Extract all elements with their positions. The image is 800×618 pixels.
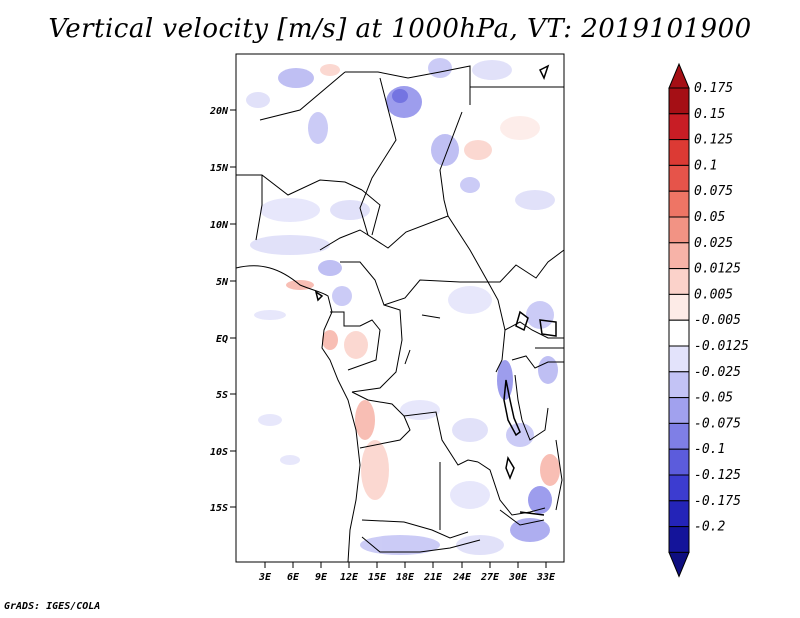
colorbar-label: 0.125 — [694, 133, 733, 148]
colorbar-label: -0.0125 — [694, 339, 749, 354]
colorbar-segment — [668, 164, 690, 192]
colorbar-segment — [668, 242, 690, 270]
colorbar-label: 0.0125 — [694, 262, 741, 277]
lon-label: 21E — [423, 572, 443, 583]
colorbar-segment — [668, 216, 690, 244]
colorbar-label: -0.05 — [694, 391, 733, 406]
lon-label: 6E — [287, 572, 300, 583]
colorbar-top-arrow — [668, 62, 690, 89]
lat-label: 10S — [210, 447, 228, 458]
colorbar-label: -0.005 — [694, 313, 741, 328]
colorbar-segment — [668, 293, 690, 321]
lon-axis — [264, 562, 547, 568]
lat-label: 5N — [216, 277, 229, 288]
map-panel — [235, 53, 565, 563]
lon-label: 15E — [368, 572, 387, 583]
lon-label: 30E — [508, 572, 528, 583]
colorbar-segment — [668, 526, 690, 553]
lon-label: 3E — [258, 572, 272, 583]
plot-title: Vertical velocity [m/s] at 1000hPa, VT: … — [48, 14, 752, 44]
colorbar-segment — [668, 474, 690, 502]
lat-label: EQ — [216, 334, 228, 345]
lon-label: 24E — [452, 572, 472, 583]
colorbar-segment — [668, 397, 690, 424]
colorbar-segment — [668, 268, 690, 295]
colorbar-label: -0.1 — [694, 442, 725, 457]
colorbar-label: 0.175 — [694, 81, 733, 96]
lon-label: 12E — [340, 572, 359, 583]
colorbar-segment — [668, 345, 690, 373]
country-boundaries — [235, 65, 565, 563]
lat-label: 5S — [216, 390, 228, 401]
colorbar-label: 0.025 — [694, 236, 733, 251]
velocity-field — [246, 58, 560, 555]
colorbar-segment — [668, 371, 690, 399]
colorbar-label: 0.075 — [694, 184, 733, 199]
grads-credit: GrADS: IGES/COLA — [4, 601, 101, 612]
lon-labels: 3E 6E 9E 12E 15E 18E 21E 24E 27E 30E 33E — [258, 572, 556, 583]
lakes — [314, 64, 557, 516]
colorbar-label: -0.075 — [694, 416, 741, 431]
colorbar-label: -0.175 — [694, 494, 741, 509]
lat-axis — [230, 109, 236, 508]
lon-label: 18E — [396, 572, 415, 583]
colorbar-bottom-arrow — [668, 551, 690, 578]
colorbar-label: 0.15 — [694, 107, 725, 122]
colorbar-label: -0.2 — [694, 520, 725, 535]
colorbar-segment — [668, 139, 690, 166]
lon-label: 33E — [536, 572, 556, 583]
lat-labels: 20N 15N 10N 5N EQ 5S 10S 15S — [209, 106, 229, 514]
colorbar-segment — [668, 422, 690, 450]
colorbar-segment — [668, 448, 690, 476]
lat-label: 15N — [210, 163, 229, 174]
colorbar: 0.175 0.15 0.125 0.1 0.075 0.05 0.025 0.0125 0.0… — [668, 62, 749, 578]
colorbar-label: -0.125 — [694, 468, 741, 483]
colorbar-segment — [668, 190, 690, 218]
colorbar-label: 0.1 — [694, 158, 717, 173]
lon-label: 9E — [315, 572, 328, 583]
lat-label: 15S — [210, 503, 228, 514]
colorbar-segment — [668, 87, 690, 115]
map-frame — [235, 53, 565, 563]
lon-label: 27E — [480, 572, 500, 583]
colorbar-segment — [668, 113, 690, 141]
colorbar-label: -0.025 — [694, 365, 741, 380]
colorbar-label: 0.005 — [694, 287, 733, 302]
colorbar-segment — [668, 319, 690, 347]
lat-label: 20N — [209, 106, 229, 117]
lat-label: 10N — [210, 220, 229, 231]
colorbar-label: 0.05 — [694, 210, 725, 225]
colorbar-segment — [668, 500, 690, 528]
